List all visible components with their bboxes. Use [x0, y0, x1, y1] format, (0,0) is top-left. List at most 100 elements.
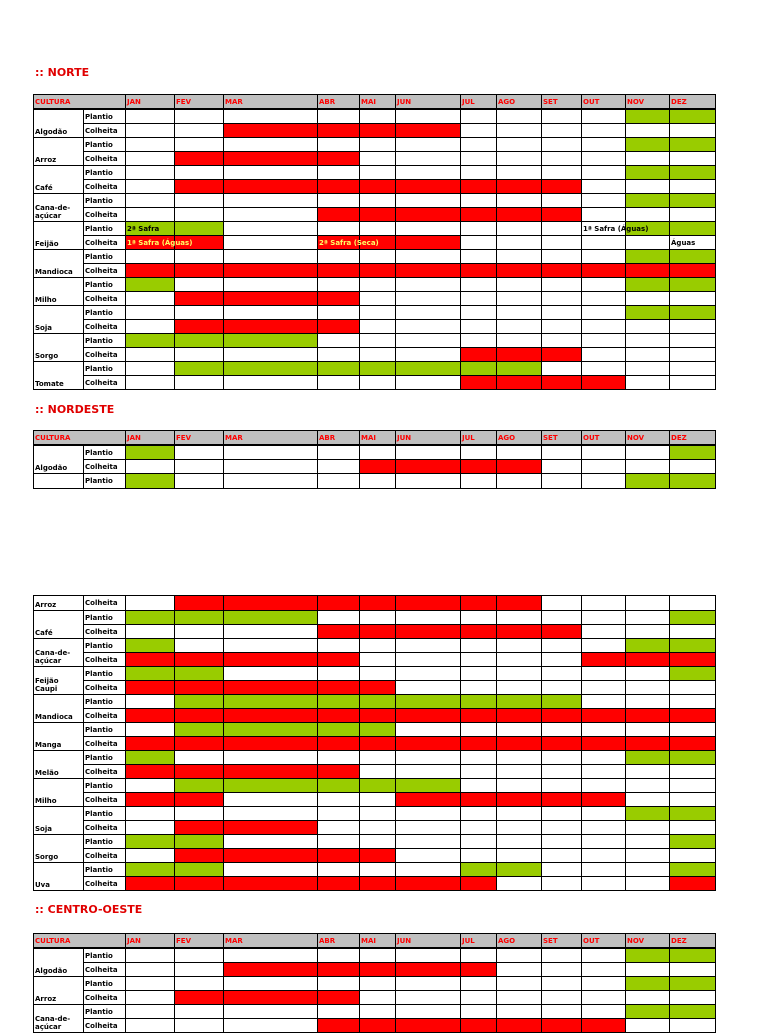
- crop-name: Feijão: [33, 221, 84, 250]
- month-cell: [625, 820, 670, 835]
- month-cell: [460, 137, 498, 152]
- month-cell: [125, 193, 176, 208]
- colheita-cell: [581, 736, 626, 751]
- month-cell: [581, 666, 626, 681]
- month-cell: [317, 444, 361, 460]
- colheita-cell: [395, 792, 461, 807]
- colheita-cell: [223, 848, 318, 863]
- plantio-cell: [395, 778, 461, 793]
- plantio-cell: [125, 638, 175, 653]
- header-month: JAN: [125, 430, 176, 446]
- month-cell: [496, 834, 542, 849]
- phase-label: Plantio: [82, 277, 127, 292]
- crop-name: Uva: [33, 862, 84, 891]
- month-cell: [625, 123, 671, 138]
- plantio-cell: [625, 947, 671, 963]
- month-cell: [581, 595, 626, 611]
- table-row: Melão Plantio: [33, 750, 716, 779]
- crop-calendar-table: CULTURA JAN FEV MAR ABR MAI JUN JUL AGO SET OUT NOV…: [32, 430, 717, 489]
- table-row: Tomate Plantio: [33, 361, 717, 390]
- phase-label: Colheita: [82, 291, 127, 306]
- colheita-cell: [317, 876, 360, 891]
- month-cell: Águas: [669, 235, 717, 250]
- crop-name: Tomate: [33, 361, 84, 390]
- month-cell: [581, 473, 627, 489]
- month-cell: [359, 333, 397, 348]
- colheita-cell: [317, 179, 361, 194]
- colheita-cell: [669, 652, 716, 667]
- colheita-cell: [317, 263, 361, 278]
- colheita-cell: [174, 820, 224, 835]
- month-cell: [581, 459, 627, 474]
- month-cell: [581, 806, 626, 821]
- phase-label: Plantio: [82, 473, 127, 489]
- phase-label: Plantio: [82, 444, 127, 460]
- colheita-cell: [317, 736, 360, 751]
- header-month: ABR: [317, 94, 361, 110]
- colheita-cell: [395, 459, 462, 474]
- colheita-cell: [359, 235, 397, 250]
- plantio-cell: [625, 750, 670, 765]
- month-cell: [174, 193, 225, 208]
- phase-label: Plantio: [82, 1004, 127, 1019]
- crop-name: Café: [33, 165, 84, 194]
- colheita-cell: [496, 595, 542, 611]
- month-cell: [460, 680, 497, 695]
- phase-label: Plantio: [83, 806, 126, 821]
- colheita-cell: [317, 151, 361, 166]
- crop-name: Arroz: [33, 595, 84, 611]
- month-cell: [496, 473, 543, 489]
- colheita-cell: [395, 1018, 462, 1033]
- month-cell: [496, 123, 543, 138]
- month-cell: [359, 806, 396, 821]
- month-cell: [541, 291, 583, 306]
- phase-label: Plantio: [83, 666, 126, 681]
- month-cell: [541, 680, 582, 695]
- month-cell: [625, 444, 671, 460]
- table-row: Colheita: [34, 848, 716, 863]
- colheita-cell: [223, 263, 319, 278]
- colheita-cell: [125, 876, 175, 891]
- colheita-cell: [317, 291, 361, 306]
- month-cell: [581, 848, 626, 863]
- crop-name: [33, 473, 84, 489]
- month-cell: [395, 820, 461, 835]
- month-cell: [125, 137, 176, 152]
- table-row: Colheita: [34, 207, 717, 222]
- month-cell: [125, 207, 176, 222]
- month-cell: [541, 165, 583, 180]
- month-cell: [460, 806, 497, 821]
- plantio-cell: [625, 473, 671, 489]
- colheita-cell: [541, 375, 583, 390]
- colheita-cell: [223, 179, 319, 194]
- plantio-cell: [359, 361, 397, 376]
- plantio-cell: [174, 722, 224, 737]
- month-cell: [541, 151, 583, 166]
- month-cell: [395, 722, 461, 737]
- colheita-cell: [460, 595, 497, 611]
- table-row: Café Plantio: [33, 165, 717, 194]
- table-row: Cana-de-açúcar Plantio: [33, 1004, 717, 1033]
- month-cell: [669, 624, 716, 639]
- month-cell: [541, 876, 582, 891]
- month-cell: [317, 459, 361, 474]
- month-cell: [625, 990, 671, 1005]
- colheita-cell: [125, 652, 175, 667]
- phase-label: Plantio: [82, 165, 127, 180]
- month-cell: [317, 834, 360, 849]
- phase-label: Colheita: [82, 1018, 127, 1033]
- colheita-cell: [395, 595, 461, 611]
- plantio-cell: [460, 862, 497, 877]
- month-cell: [496, 990, 543, 1005]
- phase-label: Colheita: [83, 680, 126, 695]
- month-cell: [541, 962, 583, 977]
- month-cell: [541, 459, 583, 474]
- header-month: MAR: [223, 94, 319, 110]
- plantio-cell: [669, 610, 716, 625]
- colheita-cell: [460, 1018, 498, 1033]
- month-cell: [317, 473, 361, 489]
- month-cell: [669, 764, 716, 779]
- header-month: JUL: [460, 430, 498, 446]
- month-cell: [125, 151, 176, 166]
- month-cell: [395, 249, 462, 264]
